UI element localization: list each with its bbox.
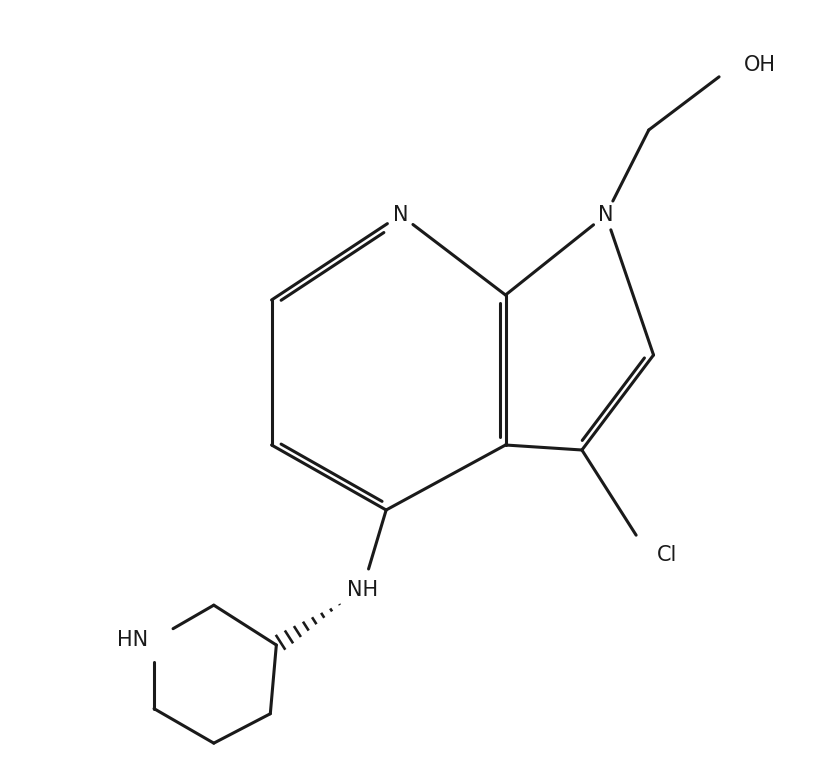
Text: OH: OH [744, 55, 776, 75]
Text: N: N [392, 205, 408, 225]
Text: Cl: Cl [657, 545, 677, 565]
Text: HN: HN [117, 630, 148, 650]
Text: NH: NH [346, 580, 378, 600]
Text: N: N [598, 205, 613, 225]
